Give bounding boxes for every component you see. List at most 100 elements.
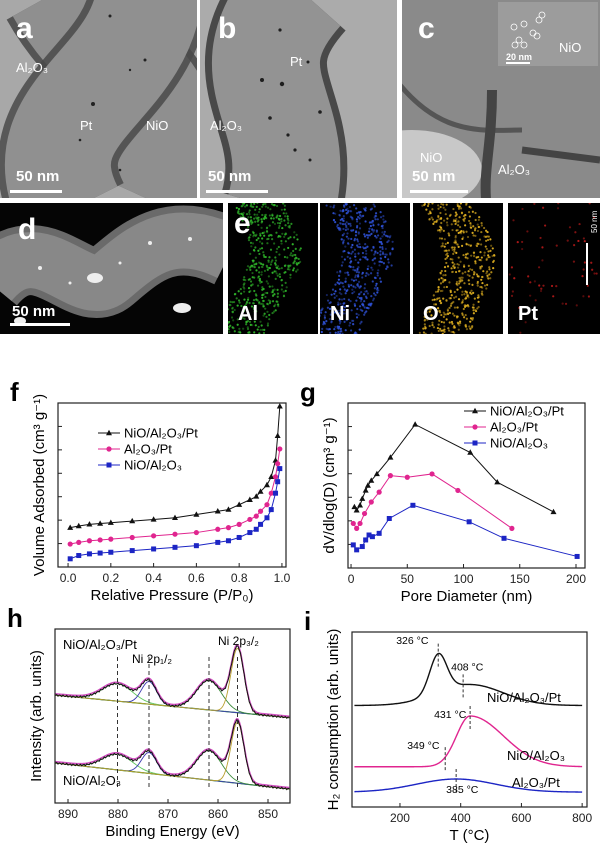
peak-annotation: Ni 2p₃/₂	[218, 634, 259, 648]
plot-frame	[347, 402, 586, 569]
data-point-circle	[225, 525, 232, 531]
fit-component	[55, 683, 290, 719]
data-point-circle	[368, 499, 374, 505]
x-tick-label: 100	[454, 572, 474, 586]
data-point-triangle	[253, 493, 260, 499]
data-point-square	[410, 502, 416, 508]
x-tick-label: 400	[451, 811, 471, 825]
chart-g: g 0 50 100 150 200 Pore Diameter (nm) dV/dlog(D…	[300, 377, 586, 605]
series-line	[352, 504, 578, 557]
scale-bar	[10, 323, 70, 326]
series-line	[352, 473, 513, 530]
data-point-square	[472, 440, 478, 446]
series-2	[350, 502, 580, 559]
tpr-curve-0	[354, 643, 583, 707]
data-point-square	[264, 515, 270, 521]
element-label: Pt	[518, 303, 538, 325]
x-tick-label: 50	[401, 572, 415, 586]
data-point-square	[369, 534, 375, 540]
element-signal	[320, 203, 394, 334]
data-point-square	[236, 534, 242, 540]
peak-temperature-label: 349 °C	[407, 740, 440, 752]
series-1	[350, 471, 515, 532]
data-point-square	[225, 538, 231, 544]
series-2	[67, 466, 283, 562]
tpr-curve	[354, 778, 583, 793]
x-tick-label: 0.4	[145, 571, 162, 585]
scale-bar	[586, 243, 588, 285]
data-point-circle	[86, 538, 93, 544]
haadf-image-d: d 50 nm	[0, 203, 223, 334]
data-point-square	[350, 542, 356, 548]
scale-label: 50 nm	[16, 168, 60, 185]
peak-temperature-label: 326 °C	[396, 635, 429, 647]
y-axis-label: Volume Adsorbed (cm³ g⁻¹)	[31, 394, 48, 576]
data-point-circle	[108, 536, 114, 542]
scale-bar	[206, 190, 268, 193]
annotation-nio: NiO	[420, 150, 443, 165]
x-tick-label: 200	[566, 572, 586, 586]
data-point-square	[275, 479, 281, 485]
series-0	[67, 403, 283, 530]
data-point-triangle	[67, 524, 74, 530]
element-label: O	[423, 303, 439, 325]
legend-label: NiO/Al₂O₃/Pt	[124, 426, 198, 441]
data-point-triangle	[246, 496, 253, 502]
panel-label-b: b	[218, 12, 237, 45]
data-point-triangle	[150, 516, 157, 522]
data-point-circle	[193, 529, 199, 536]
data-point-circle	[151, 533, 157, 539]
data-point-square	[268, 507, 274, 513]
data-point-square	[376, 530, 382, 536]
element-signal	[228, 203, 302, 334]
data-point-circle	[376, 489, 382, 495]
data-point-triangle	[550, 508, 557, 515]
data-point-square	[151, 546, 157, 552]
data-point-circle	[404, 474, 410, 480]
data-point-triangle	[225, 506, 232, 512]
data-point-triangle	[368, 477, 375, 483]
data-point-square	[574, 553, 580, 559]
data-point-circle	[106, 446, 112, 452]
data-point-square	[253, 526, 259, 532]
spectrum-label: NiO/Al₂O₃/Pt	[63, 637, 137, 652]
x-tick-label: 850	[258, 807, 278, 821]
data-point-triangle	[171, 514, 178, 520]
x-tick-label: 150	[510, 572, 530, 586]
plot-frame	[54, 628, 291, 804]
legend-item: NiO/Al₂O₃	[98, 458, 182, 473]
nanotube-shape	[0, 205, 223, 325]
x-tick-label: 200	[390, 811, 410, 825]
data-point-triangle	[359, 495, 366, 501]
scale-label: 50 nm	[12, 303, 56, 320]
data-point-triangle	[214, 508, 221, 514]
data-point-circle	[277, 446, 283, 452]
annotation-al2o3: Al₂O₃	[210, 118, 243, 133]
measured-spectrum	[55, 645, 290, 720]
panel-label-h: h	[7, 603, 23, 633]
legend-label: NiO/Al₂O₃	[490, 436, 548, 451]
plot-area	[354, 643, 583, 793]
element-signal	[508, 203, 598, 334]
eds-map-o: O	[413, 203, 503, 334]
x-tick-label: 800	[572, 811, 592, 825]
annotation-pt: Pt	[290, 54, 303, 69]
x-tick-label: 880	[108, 807, 128, 821]
scale-bar	[410, 190, 468, 193]
legend-label: NiO/Al₂O₃/Pt	[490, 404, 564, 419]
peak-annotation: Ni 2p₁/₂	[132, 652, 172, 666]
data-point-square	[273, 490, 279, 496]
data-point-circle	[76, 539, 82, 546]
data-point-square	[363, 537, 369, 543]
panel-label-a: a	[16, 12, 33, 45]
data-point-circle	[172, 531, 178, 537]
inset-scale-bar	[506, 62, 530, 64]
data-point-circle	[357, 520, 363, 527]
x-tick-label: 0.0	[60, 571, 77, 585]
data-point-triangle	[351, 503, 358, 510]
eds-map-ni: Ni	[320, 203, 410, 334]
legend-item: NiO/Al₂O₃	[464, 436, 548, 451]
data-point-triangle	[387, 454, 394, 460]
data-point-triangle	[97, 520, 104, 526]
